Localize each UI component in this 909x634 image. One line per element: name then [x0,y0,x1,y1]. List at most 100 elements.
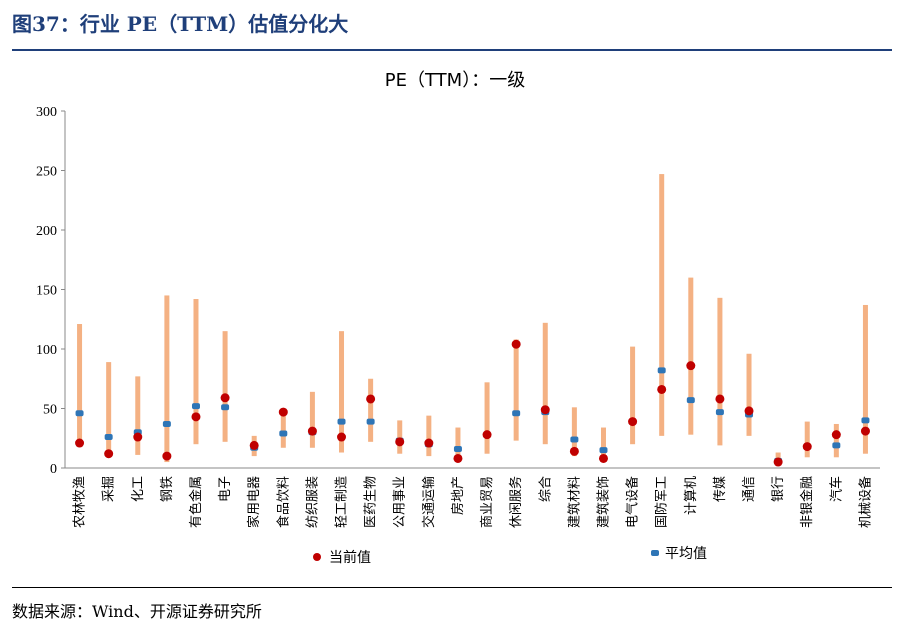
range-bar [688,277,694,435]
category-label: 轻工制造 [335,476,350,528]
category-label: 建筑材料 [566,476,582,528]
category-label: 钢铁 [160,476,175,502]
legend-label-current: 当前值 [329,549,371,566]
current-point [191,412,201,422]
current-point [395,437,405,447]
range-bar [455,427,461,460]
legend: 当前值 平均值 [313,546,707,566]
range-bar [600,427,606,460]
current-point [249,440,259,450]
category-label: 食品饮料 [275,476,291,528]
range-bar [135,376,141,455]
average-point [75,410,84,417]
average-point [657,367,666,374]
range-bar [280,412,286,448]
average-point [453,445,462,452]
current-point [104,449,114,459]
current-point [366,394,376,404]
average-point [162,420,171,427]
range-bar [513,339,519,441]
category-label: 医药生物 [364,476,379,528]
category-label: 电气设备 [625,476,641,528]
current-point [657,384,667,394]
category-label: 有色金属 [188,476,204,528]
category-label: 银行 [771,476,786,502]
average-point [366,418,375,425]
category-label: 化工 [131,476,146,502]
average-point [512,410,521,417]
range-bar [164,295,170,463]
average-point [715,409,724,416]
category-label: 农林牧渔 [73,476,88,528]
category-label: 纺织服装 [305,476,320,528]
y-tick-label: 250 [36,165,57,180]
category-label: 采掘 [102,476,117,502]
legend-marker-average [651,550,659,556]
source-note: 数据来源：Wind、开源证券研究所 [12,602,262,621]
current-point [598,453,608,463]
current-points [75,339,870,467]
range-bar [193,299,199,445]
current-point [453,453,463,463]
range-bar [222,331,228,442]
current-point [831,430,841,440]
average-point [279,430,288,437]
average-point [570,436,579,443]
category-label: 非银金融 [799,476,815,528]
figure-title: 图37：行业 PE（TTM）估值分化大 [12,12,349,36]
category-label: 房地产 [450,476,466,515]
range-bar [659,174,665,436]
category-label: 休闲服务 [508,476,524,528]
category-label: 电子 [218,476,233,502]
current-point [482,430,492,440]
y-tick-label: 50 [43,403,57,418]
range-bar [309,391,315,448]
range-bars [77,174,868,464]
legend-label-average: 平均值 [665,546,707,562]
title-rule [12,49,892,51]
category-label: 公用事业 [393,476,408,528]
range-bar [630,346,636,445]
y-tick-label: 150 [36,284,57,299]
category-label: 综合 [538,476,553,502]
current-point [424,438,434,448]
current-point [686,361,696,371]
current-point [569,446,579,456]
range-bar [804,421,810,458]
category-label: 汽车 [828,476,844,502]
average-point [861,417,870,424]
range-bar [426,415,432,457]
range-bar [746,353,752,436]
range-bar [77,324,83,447]
y-tick-label: 0 [50,462,57,477]
category-label: 国防军工 [654,476,670,528]
average-point [686,397,695,404]
current-point [511,339,521,349]
current-point [278,407,288,417]
range-bar [542,322,548,445]
range-bar [106,362,112,457]
y-tick-label: 200 [36,224,57,239]
current-point [628,417,638,427]
category-label: 计算机 [684,476,699,515]
current-point [540,405,550,415]
range-bar [717,297,723,446]
average-point [599,447,608,454]
range-bar [571,407,577,457]
chart-title: PE（TTM）：一级 [385,70,525,91]
average-point [104,434,113,441]
category-label: 商业贸易 [480,476,495,528]
range-bar [484,382,490,454]
y-ticks: 0 50 100 150 200 250 300 [36,105,65,477]
range-bar [833,423,839,458]
y-tick-label: 100 [36,343,57,358]
average-point [221,404,230,411]
legend-marker-current [313,553,321,561]
current-point [715,394,725,404]
current-point [75,438,85,448]
current-point [337,432,347,442]
current-point [802,442,812,452]
current-point [860,426,870,436]
category-label: 交通运输 [421,476,437,528]
